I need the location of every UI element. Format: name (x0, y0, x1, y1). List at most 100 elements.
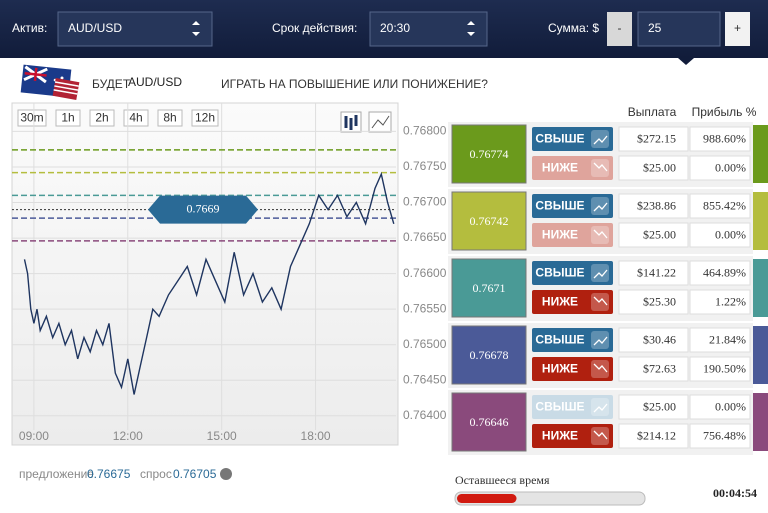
timeframe-label: 4h (129, 111, 142, 125)
asset-label: Актив: (12, 21, 47, 35)
question-prefix: БУДЕТ (92, 77, 131, 91)
put-button[interactable] (532, 424, 613, 448)
chart-tools (340, 111, 392, 133)
select-arrows (467, 21, 475, 36)
put-button[interactable] (532, 290, 613, 314)
price-line (23, 171, 395, 395)
button-icon (591, 226, 609, 244)
strike-value: 0.76742 (470, 214, 509, 228)
payout-header: Выплата (628, 105, 677, 119)
button-arrow (593, 430, 608, 440)
button-icon (591, 360, 609, 378)
ask-label: спрос (140, 467, 172, 481)
button-arrow (593, 403, 608, 413)
payout-value: $272.15 (637, 131, 676, 145)
button-arrow (593, 162, 608, 172)
payout-cell (618, 423, 689, 449)
put-button[interactable] (532, 223, 613, 247)
timer-label: Оставшееся время (455, 473, 550, 487)
bid-value: 0.76675 (87, 467, 131, 481)
button-arrow (593, 202, 608, 212)
button-arrow (593, 229, 608, 239)
payout-cell (618, 260, 689, 286)
payout-cell (618, 356, 689, 382)
side-strip (753, 125, 768, 183)
y-tick-label: 0.76550 (403, 301, 447, 315)
profit-value: 0.00% (715, 160, 746, 174)
payout-value: $25.00 (643, 227, 676, 241)
timeframe-button[interactable] (55, 109, 81, 127)
amount-input[interactable] (637, 11, 721, 47)
asset-select[interactable] (57, 11, 213, 47)
side-strip (753, 192, 768, 250)
profit-value: 21.84% (709, 332, 746, 346)
payout-cell (618, 222, 689, 248)
profit-value: 988.60% (703, 131, 746, 145)
timeframe-button[interactable] (157, 109, 183, 127)
button-arrow (593, 296, 608, 306)
profit-cell (689, 222, 751, 248)
minus-button[interactable] (607, 12, 632, 46)
strike-value: 0.76678 (470, 348, 509, 362)
y-tick-label: 0.76600 (403, 266, 447, 280)
payout-value: $72.63 (643, 361, 676, 375)
button-label: СВЫШЕ (535, 400, 584, 414)
button-label: НИЖЕ (542, 295, 578, 309)
question-asset: AUD/USD (128, 75, 182, 89)
profit-cell (689, 155, 751, 181)
button-label: СВЫШЕ (535, 199, 584, 213)
side-strip (753, 393, 768, 451)
button-label: СВЫШЕ (535, 266, 584, 280)
y-tick-label: 0.76700 (403, 195, 447, 209)
timeframe-button[interactable] (89, 109, 115, 127)
plus-button[interactable] (725, 12, 750, 46)
call-button[interactable] (532, 328, 613, 352)
profit-cell (689, 356, 751, 382)
profit-value: 1.22% (715, 294, 746, 308)
timeframe-label: 30m (20, 111, 43, 125)
button-icon (591, 293, 609, 311)
x-tick-label: 12:00 (113, 429, 143, 443)
button-arrow (593, 135, 608, 145)
payout-cell (618, 193, 689, 219)
strike-value: 0.76774 (470, 147, 509, 161)
timeframe-button[interactable] (17, 109, 47, 127)
profit-value: 855.42% (703, 198, 746, 212)
button-label: СВЫШЕ (535, 132, 584, 146)
profit-cell (689, 423, 751, 449)
call-button[interactable] (532, 194, 613, 218)
payout-value: $238.86 (637, 198, 676, 212)
plus-label: + (734, 21, 741, 35)
timeframe-button[interactable] (191, 109, 219, 127)
expiry-select[interactable] (369, 11, 488, 47)
strike-box (451, 325, 527, 385)
timer-value: 00:04:54 (713, 486, 757, 500)
y-tick-label: 0.76400 (403, 408, 447, 422)
profit-value: 190.50% (703, 361, 746, 375)
amount-value: 25 (648, 21, 662, 35)
call-button[interactable] (532, 261, 613, 285)
profit-cell (689, 193, 751, 219)
put-button[interactable] (532, 156, 613, 180)
put-button[interactable] (532, 357, 613, 381)
payout-cell (618, 155, 689, 181)
call-button[interactable] (532, 127, 613, 151)
button-icon (591, 130, 609, 148)
strike-box (451, 124, 527, 184)
profit-value: 756.48% (703, 428, 746, 442)
button-arrow (593, 363, 608, 373)
profit-value: 0.00% (715, 399, 746, 413)
payout-value: $141.22 (637, 265, 676, 279)
profit-cell (689, 394, 751, 420)
question-suffix: ИГРАТЬ НА ПОВЫШЕНИЕ ИЛИ ПОНИЖЕНИЕ? (221, 77, 488, 91)
profit-value: 464.89% (703, 265, 746, 279)
timeframe-label: 1h (61, 111, 74, 125)
ask-value: 0.76705 (173, 467, 217, 481)
select-arrows (192, 21, 200, 36)
call-button[interactable] (532, 395, 613, 419)
timeframe-button[interactable] (123, 109, 149, 127)
button-label: НИЖЕ (542, 362, 578, 376)
y-tick-label: 0.76450 (403, 372, 447, 386)
payout-cell (618, 126, 689, 152)
x-tick-label: 18:00 (301, 429, 331, 443)
